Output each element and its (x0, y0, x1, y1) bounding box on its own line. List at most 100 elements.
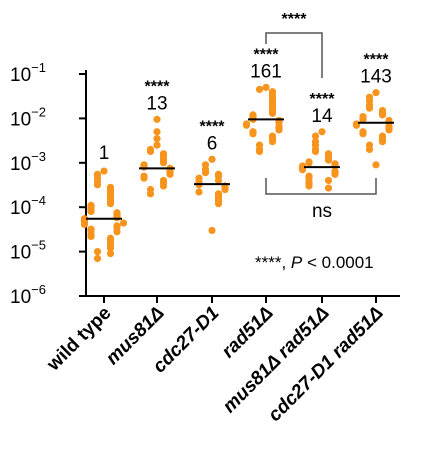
y-tick-label: 10−1 (10, 60, 46, 86)
axes (85, 70, 400, 297)
data-point (378, 138, 387, 146)
y-tick-exponent: −2 (31, 104, 46, 119)
comparison-brackets: **** ns (265, 11, 377, 222)
data-point (153, 115, 161, 123)
p-note-symbol: P (291, 253, 303, 272)
y-tick-label: 10−5 (10, 238, 46, 264)
data-point (106, 200, 115, 208)
y-tick-base: 10 (10, 243, 31, 264)
data-point (305, 182, 313, 190)
data-point (106, 244, 115, 252)
significance-stars: **** (145, 78, 171, 95)
comparison-label-top: **** (282, 11, 308, 28)
y-tick-exponent: −4 (31, 193, 46, 208)
fold-change-label: 14 (311, 106, 333, 127)
data-point (249, 130, 257, 138)
data-point (305, 159, 313, 167)
y-tick-base: 10 (10, 109, 31, 130)
y-tick-base: 10 (10, 65, 31, 86)
data-point (87, 207, 95, 216)
data-point (153, 128, 161, 136)
data-point (359, 115, 367, 123)
fold-change-label: 143 (360, 67, 392, 88)
data-point (324, 184, 333, 192)
p-note-stars: **** (255, 253, 282, 272)
comparison-bracket-bottom (265, 178, 377, 195)
data-point (365, 104, 374, 112)
fold-change-label: 161 (250, 61, 282, 82)
group-labels: 113****6****161****14****143**** (99, 46, 392, 164)
data-point (106, 250, 115, 258)
data-point (242, 121, 251, 129)
data-point (318, 128, 326, 136)
data-point (153, 141, 161, 149)
fold-change-label: 6 (207, 133, 218, 154)
y-tick-label: 10−6 (10, 282, 46, 308)
data-point (166, 170, 174, 178)
data-points (80, 83, 393, 263)
y-tick-base: 10 (10, 154, 31, 175)
category-label: wild type (42, 303, 115, 376)
data-point (378, 111, 387, 119)
fold-change-label: 13 (146, 93, 167, 114)
data-point (195, 188, 203, 196)
data-point (80, 220, 89, 228)
data-point (119, 219, 128, 227)
data-point (87, 232, 95, 240)
y-ticks: 10−610−510−410−310−210−1 (10, 60, 86, 308)
data-point (93, 181, 102, 189)
data-point (140, 174, 148, 182)
data-point (93, 254, 102, 263)
y-tick-exponent: −6 (31, 282, 46, 297)
data-point (93, 248, 102, 256)
data-point (159, 159, 168, 167)
y-tick-label: 10−4 (10, 193, 46, 219)
data-point (208, 226, 216, 235)
significance-stars: **** (200, 118, 226, 135)
y-tick-base: 10 (10, 198, 31, 219)
data-point (153, 135, 161, 143)
y-tick-exponent: −5 (31, 238, 46, 253)
p-note-comma: , (281, 253, 290, 272)
data-point (372, 89, 380, 97)
data-point (385, 126, 393, 134)
data-point (275, 126, 283, 134)
data-point (140, 163, 148, 171)
data-point (100, 167, 108, 175)
data-point (324, 156, 333, 164)
significance-stars: **** (364, 52, 390, 69)
data-point (221, 185, 229, 194)
comparison-label-bottom: ns (312, 201, 332, 222)
data-point (268, 109, 277, 117)
data-point (146, 190, 155, 198)
data-point (372, 161, 380, 169)
data-point (311, 147, 320, 156)
comparison-bracket-top (265, 32, 323, 78)
significance-stars: **** (310, 91, 336, 108)
data-point (311, 132, 320, 140)
p-value-note: ****, P < 0.0001 (255, 253, 374, 272)
significance-stars: **** (254, 46, 280, 63)
y-tick-base: 10 (10, 287, 31, 308)
data-point (324, 176, 333, 185)
data-point (214, 200, 223, 208)
data-point (268, 138, 277, 146)
data-point (159, 182, 168, 190)
data-point (365, 145, 374, 154)
data-point (214, 176, 223, 185)
data-point (359, 130, 367, 138)
data-point (255, 85, 264, 93)
data-point (113, 214, 121, 222)
data-point (146, 147, 155, 156)
y-tick-exponent: −3 (31, 149, 46, 164)
data-point (255, 147, 264, 156)
y-tick-label: 10−2 (10, 104, 46, 130)
data-point (262, 83, 270, 91)
data-point (201, 169, 210, 177)
data-point (208, 155, 216, 163)
y-tick-label: 10−3 (10, 149, 46, 175)
x-ticks (103, 296, 377, 303)
fold-change-label: 1 (99, 143, 110, 164)
